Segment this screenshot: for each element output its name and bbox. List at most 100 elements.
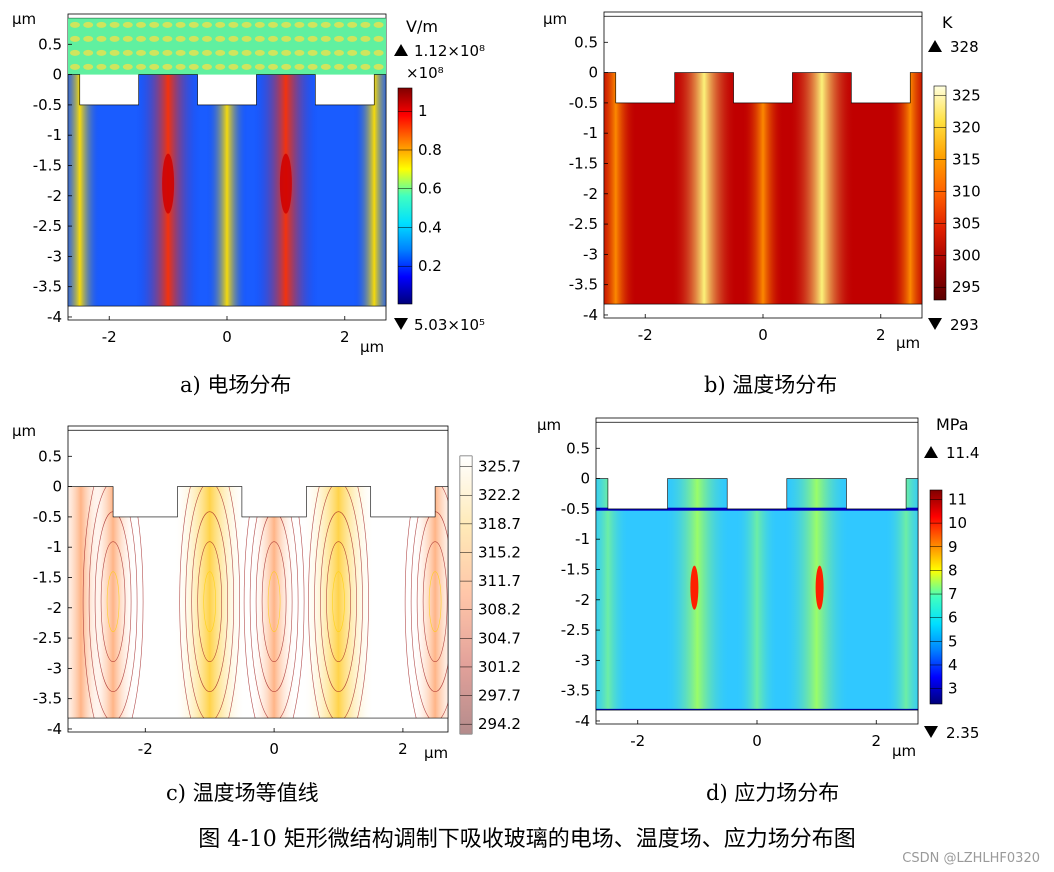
y-tick-label: -3.5 <box>561 682 590 700</box>
y-tick-label: -1.5 <box>33 568 62 586</box>
colorbar-tick-label: 11 <box>948 490 967 508</box>
colorbar-tick-label: 315 <box>952 150 981 168</box>
x-tick-label: -2 <box>102 328 117 346</box>
x-tick-label: 0 <box>269 740 279 758</box>
field-hotspot <box>162 153 175 214</box>
y-tick-label: 0 <box>588 64 598 82</box>
panel-stress-field: μm μm MPa 11.4 2.35 d) 应力场分布 0.5 0 -0.5 -1 -… <box>537 415 979 805</box>
y-tick-label: -3 <box>583 245 598 263</box>
air-field <box>68 18 386 75</box>
y-tick-label: 0.5 <box>574 33 598 51</box>
colorbar <box>397 87 413 305</box>
y-tick-label: -3 <box>47 247 62 265</box>
colorbar <box>933 85 947 301</box>
x-tick-label: -2 <box>630 732 645 750</box>
colorbar-tick-label: 6 <box>948 609 958 627</box>
y-tick-label: -4 <box>575 712 590 730</box>
colorbar-tick-label: 5 <box>948 632 958 650</box>
colorbar-tick-label: 1 <box>418 102 428 120</box>
y-tick-label: -2 <box>47 187 62 205</box>
colorbar-exponent-a: ×10⁸ <box>406 64 444 82</box>
min-label-b: 293 <box>950 316 979 334</box>
x-tick-label: 0 <box>222 328 232 346</box>
max-triangle-icon <box>394 44 408 56</box>
y-tick-label: -2 <box>47 599 62 617</box>
contour-lines <box>82 486 448 719</box>
max-label-b: 328 <box>950 38 979 56</box>
y-tick-label: -3.5 <box>569 276 598 294</box>
x-unit-label-d: μm <box>892 742 916 760</box>
caption-d: d) 应力场分布 <box>706 781 839 805</box>
y-tick-label: -1 <box>47 538 62 556</box>
min-label-a: 5.03×10⁵ <box>414 316 485 334</box>
x-unit-label-a: μm <box>360 338 384 356</box>
y-tick-label: -0.5 <box>33 508 62 526</box>
y-tick-label: -1.5 <box>569 154 598 172</box>
colorbar-tick-label: 0.4 <box>418 218 442 236</box>
colorbar-tick-label: 10 <box>948 514 967 532</box>
y-tick-label: -1 <box>575 530 590 548</box>
x-tick-label: 2 <box>398 740 408 758</box>
colorbar-tick-label: 315.2 <box>478 543 521 561</box>
max-triangle-icon <box>928 40 942 52</box>
colorbar-tick-label: 0.2 <box>418 257 442 275</box>
min-triangle-icon <box>928 318 942 330</box>
y-tick-label: -3.5 <box>33 690 62 708</box>
caption-b: b) 温度场分布 <box>704 373 837 397</box>
y-tick-label: -2 <box>583 185 598 203</box>
panel-temperature-field: μm μm K 328 293 b) 温度场分布 0.5 0 -0.5 -1 -1.5 -… <box>543 10 981 397</box>
x-tick-label: 2 <box>871 732 881 750</box>
colorbar-tick-label: 304.7 <box>478 629 521 647</box>
field-map <box>68 486 448 719</box>
colorbar-tick-label: 4 <box>948 656 958 674</box>
colorbar-tick-label: 3 <box>948 680 958 698</box>
colorbar <box>929 489 943 705</box>
colorbar-tick-label: 310 <box>952 182 981 200</box>
y-tick-label: -1 <box>47 126 62 144</box>
x-tick-label: 2 <box>876 326 886 344</box>
field-map <box>596 478 918 711</box>
colorbar-tick-label: 311.7 <box>478 572 521 590</box>
y-tick-label: -3.5 <box>33 278 62 296</box>
colorbar-tick-label: 300 <box>952 246 981 264</box>
colorbar-tick-label: 8 <box>948 561 958 579</box>
colorbar-tick-label: 7 <box>948 585 958 603</box>
microstructure-outline <box>595 478 919 711</box>
max-triangle-icon <box>924 446 938 458</box>
x-unit-label-b: μm <box>896 334 920 352</box>
y-tick-label: 0.5 <box>38 35 62 53</box>
min-triangle-icon <box>394 318 408 330</box>
min-label-d: 2.35 <box>946 724 979 742</box>
caption-a: a) 电场分布 <box>180 373 291 397</box>
microstructure-outline <box>603 72 923 305</box>
y-tick-label: 0 <box>580 470 590 488</box>
watermark: CSDN @LZHLHF0320 <box>902 851 1040 866</box>
y-tick-label: 0 <box>52 66 62 84</box>
stress-hotspot <box>690 565 699 610</box>
colorbar-tick-label: 301.2 <box>478 658 521 676</box>
x-tick-label: 2 <box>340 328 350 346</box>
y-tick-label: -1 <box>583 124 598 142</box>
y-tick-label: -2.5 <box>33 217 62 235</box>
colorbar-unit-b: K <box>942 13 953 32</box>
y-tick-label: -3 <box>47 659 62 677</box>
colorbar-unit-a: V/m <box>406 17 438 36</box>
y-tick-label: -2.5 <box>561 621 590 639</box>
y-tick-label: -1.5 <box>561 560 590 578</box>
max-label-a: 1.12×10⁸ <box>414 42 485 60</box>
colorbar-tick-label: 322.2 <box>478 486 521 504</box>
colorbar-tick-label: 320 <box>952 119 981 137</box>
y-unit-label-d: μm <box>537 416 561 434</box>
y-tick-label: -2.5 <box>569 215 598 233</box>
colorbar-tick-label: 318.7 <box>478 515 521 533</box>
colorbar-tick-label: 0.8 <box>418 141 442 159</box>
x-tick-label: -2 <box>638 326 653 344</box>
y-tick-label: -1.5 <box>33 156 62 174</box>
stress-hotspot <box>815 565 824 610</box>
microstructure-outline <box>67 486 449 719</box>
y-tick-label: -2.5 <box>33 629 62 647</box>
colorbar-tick-label: 325 <box>952 87 981 105</box>
min-triangle-icon <box>924 726 938 738</box>
colorbar-tick-label: 9 <box>948 538 958 556</box>
y-tick-label: -2 <box>575 591 590 609</box>
